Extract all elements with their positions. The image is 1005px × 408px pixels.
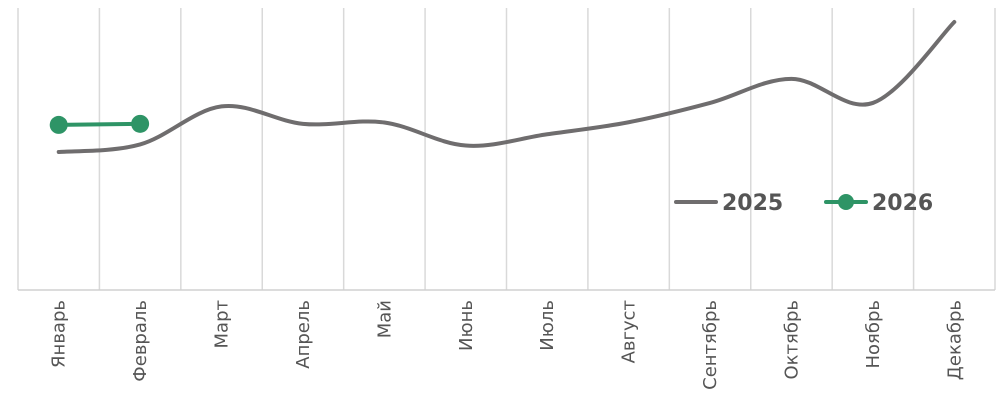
x-tick-label: Декабрь — [944, 300, 965, 380]
legend-marker-2026 — [838, 194, 854, 210]
data-point-2026-Январь — [49, 115, 68, 134]
legend-item-2026: 2026 — [824, 191, 933, 216]
x-tick-labels: Январь Февраль Март Апрель Май Июнь Июль Август… — [49, 300, 966, 390]
x-tick-label: Июль — [537, 300, 558, 351]
legend-label-2025: 2025 — [722, 191, 783, 216]
series-line-2025 — [56, 20, 957, 154]
x-tick-label: Апрель — [293, 300, 314, 369]
series-line-2026 — [56, 121, 143, 127]
x-tick-label: Февраль — [130, 300, 151, 382]
series-layer — [49, 20, 957, 154]
x-tick-label: Сентябрь — [700, 300, 721, 390]
x-tick-label: Июнь — [456, 300, 477, 351]
x-tick-label: Ноябрь — [863, 300, 884, 369]
legend-item-2025: 2025 — [674, 191, 783, 216]
x-tick-label: Январь — [49, 300, 70, 368]
x-tick-label: Октябрь — [781, 300, 802, 380]
x-tick-label: Март — [212, 300, 233, 348]
x-tick-label: Август — [619, 300, 640, 363]
legend: 2025 2026 — [674, 191, 933, 216]
data-point-2026-Февраль — [131, 114, 150, 133]
gridlines — [17, 8, 996, 290]
legend-label-2026: 2026 — [872, 191, 933, 216]
x-tick-label: Май — [374, 300, 395, 338]
